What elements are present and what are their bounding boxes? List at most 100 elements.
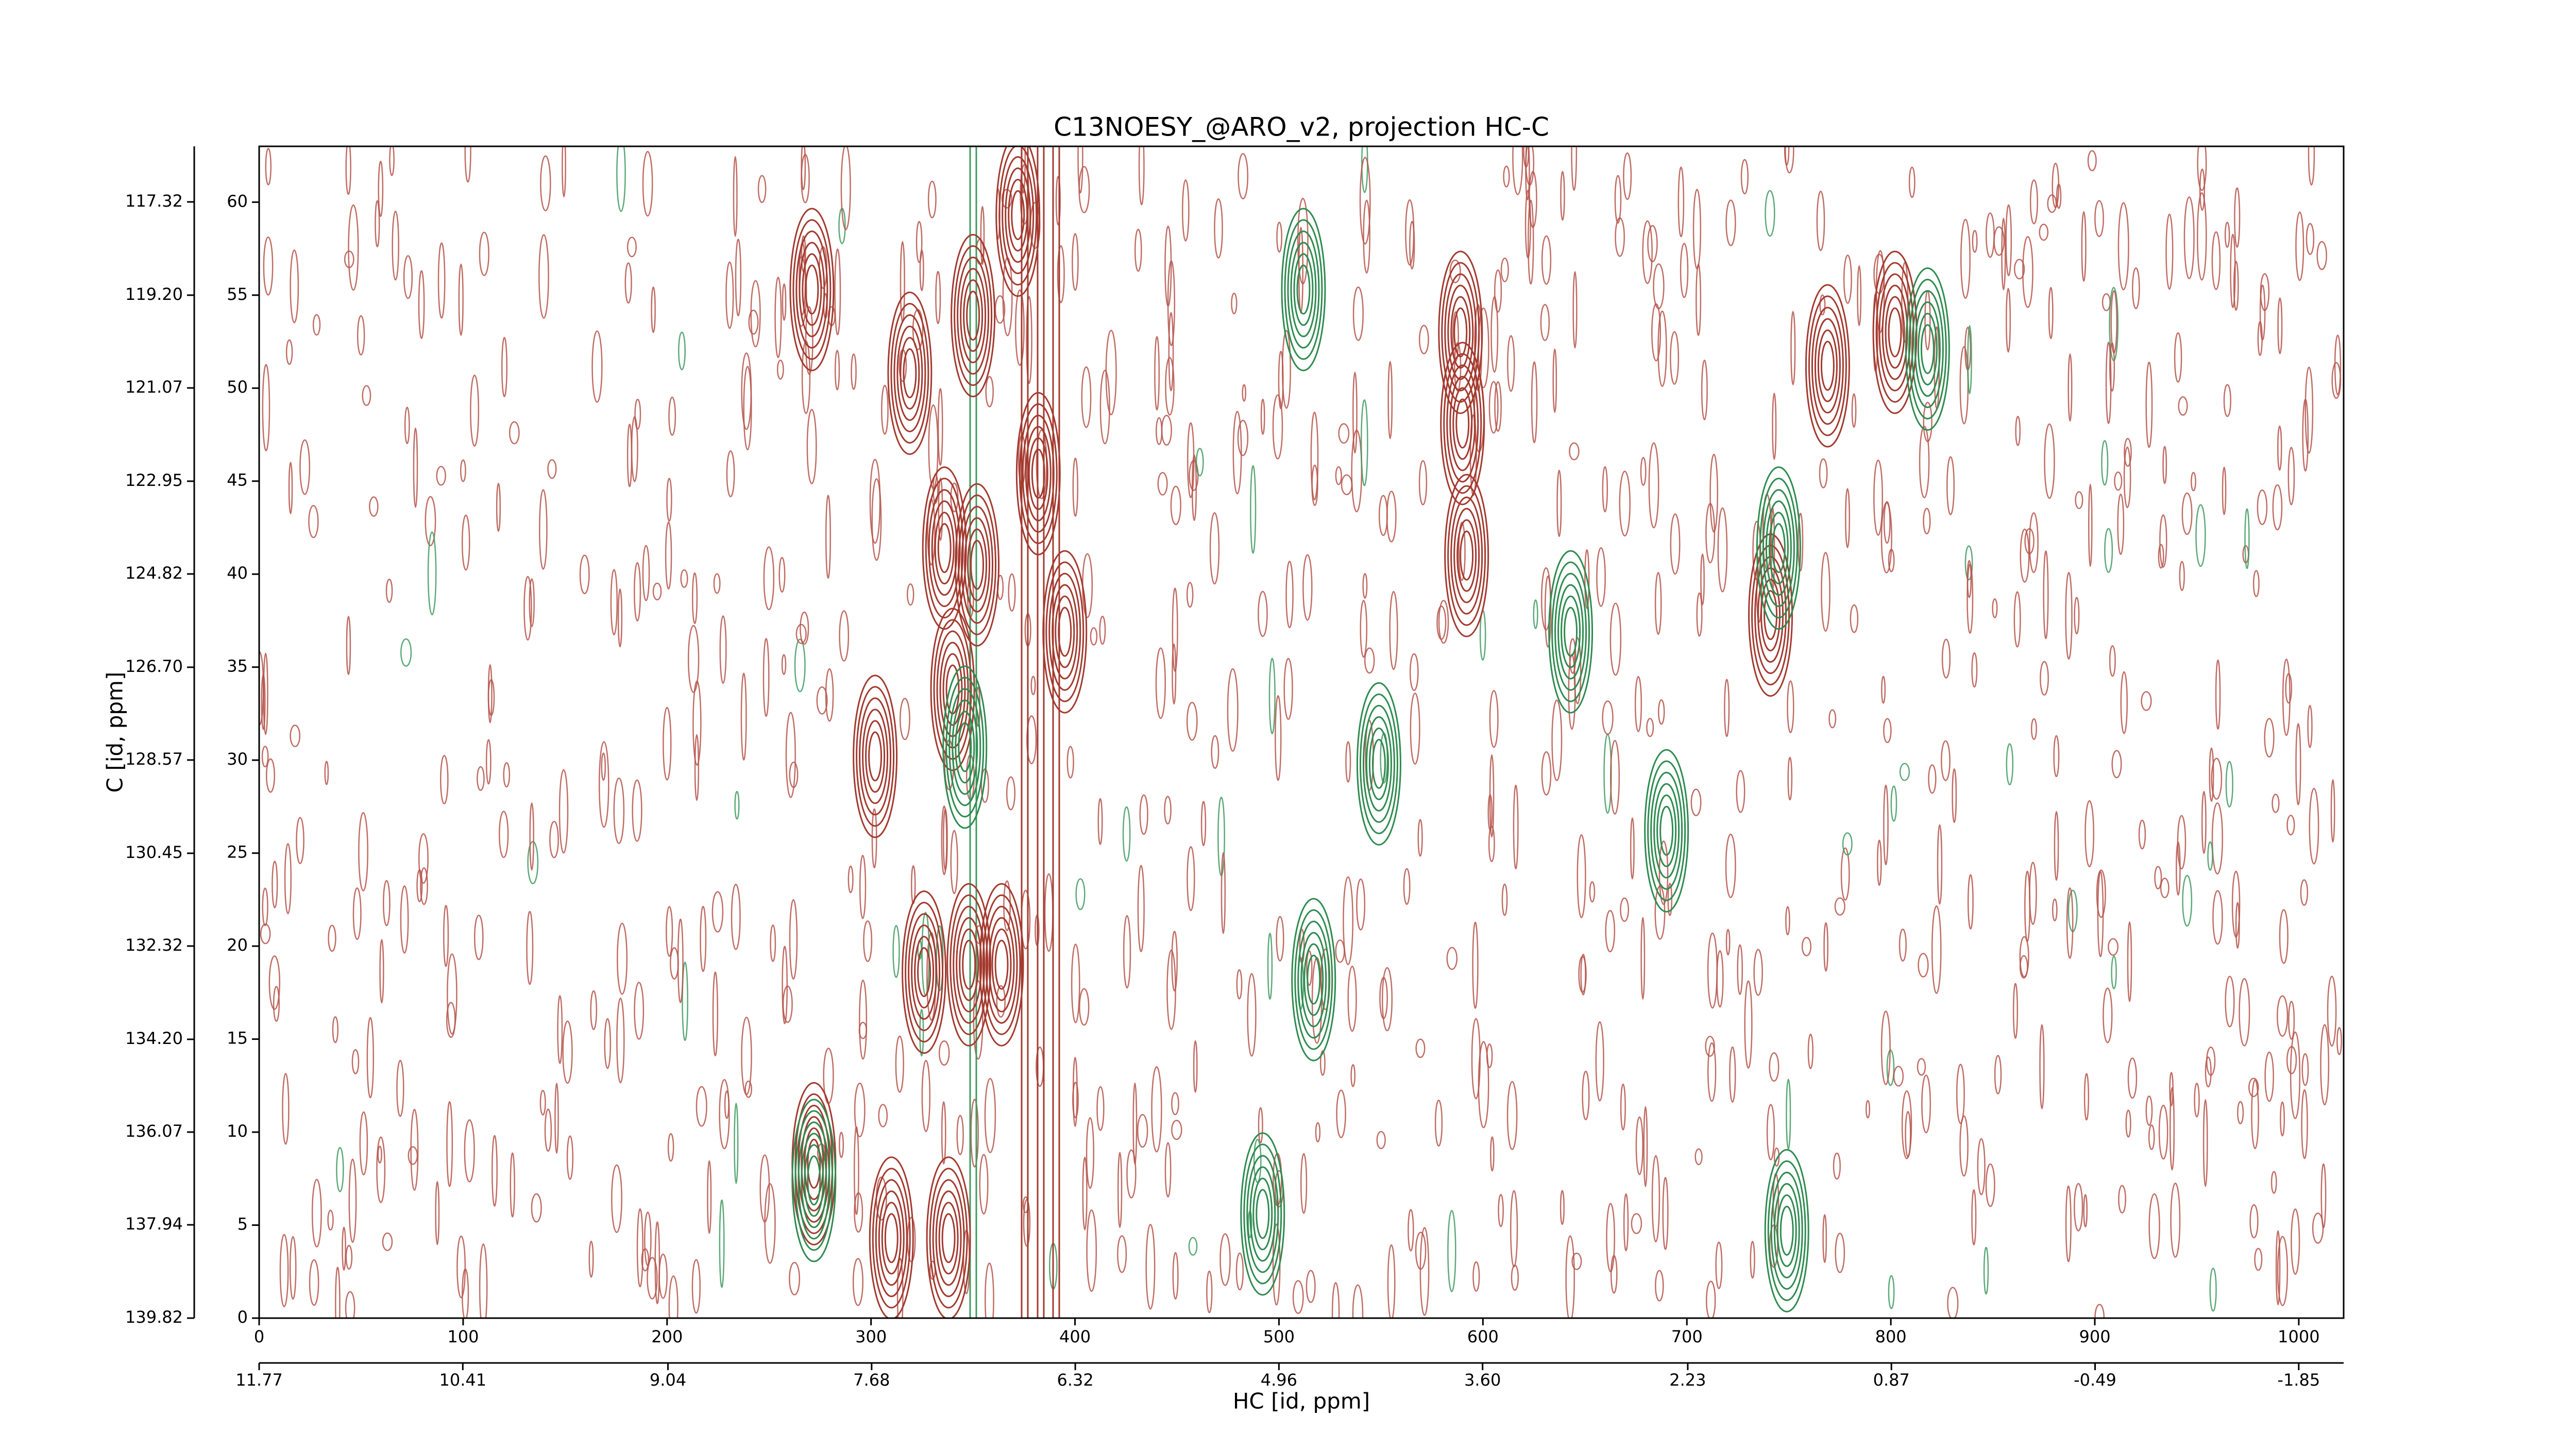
noise-contour xyxy=(1769,1052,1780,1082)
x2-tick-label: 7.68 xyxy=(853,1370,890,1390)
noise-contour xyxy=(2043,550,2049,639)
noise-contour xyxy=(1569,442,1580,461)
noise-contour xyxy=(816,686,828,715)
noise-contour xyxy=(458,263,464,336)
noise-contour xyxy=(2022,235,2033,308)
peak-contour xyxy=(1814,318,1841,414)
noise-contour xyxy=(1171,1120,1182,1140)
noise-contour xyxy=(529,578,535,628)
noise-contour xyxy=(616,146,626,212)
peak-contour xyxy=(1296,264,1311,315)
noise-contour xyxy=(2138,819,2146,850)
noise-contour xyxy=(1510,1190,1518,1268)
peak-contour xyxy=(798,1121,831,1240)
y2-tick-label: 137.94 xyxy=(125,1214,183,1234)
noise-contour xyxy=(547,459,557,479)
peak-contour xyxy=(1564,606,1578,657)
peak-contour xyxy=(1817,329,1838,402)
peak xyxy=(995,146,1041,297)
noise-contour xyxy=(2065,571,2073,660)
noise-contour xyxy=(927,180,937,218)
noise-contour xyxy=(2109,342,2115,392)
peak-contour xyxy=(878,1190,905,1286)
noise-contour xyxy=(418,833,429,884)
noise-contour xyxy=(437,242,446,319)
peak-contour xyxy=(1025,426,1052,521)
noise-contour xyxy=(2316,241,2327,271)
noise-contour xyxy=(2272,484,2283,531)
peak-contour xyxy=(967,528,988,601)
noise-contour xyxy=(1578,955,1587,993)
noise-contour xyxy=(1026,296,1032,384)
noise-contour xyxy=(2040,661,2049,696)
noise-contour xyxy=(1066,746,1074,779)
peak-contour xyxy=(1888,307,1902,358)
noise-contour xyxy=(1531,361,1538,444)
peak-contour xyxy=(953,905,986,1024)
noise-contour xyxy=(2211,757,2223,800)
noise-contour xyxy=(1952,768,1957,823)
x-axis-label: HC [id, ppm] xyxy=(1233,1389,1370,1414)
noise-contour xyxy=(1602,700,1614,735)
noise-contour xyxy=(473,914,484,961)
noise-contour xyxy=(1096,1086,1105,1131)
peak-contour xyxy=(1561,595,1581,668)
noise-contour xyxy=(980,768,989,803)
noise-contour xyxy=(1648,442,1659,529)
noise-contour xyxy=(1819,458,1828,488)
noise-contour xyxy=(1122,806,1131,862)
noise-contour xyxy=(2170,1183,2181,1258)
peak-contour xyxy=(948,688,981,806)
noise-contour xyxy=(1890,785,1897,822)
noise-contour xyxy=(782,283,787,321)
noise-contour xyxy=(1030,676,1036,696)
x-tick-label: 200 xyxy=(651,1327,683,1346)
noise-contour xyxy=(1503,165,1510,188)
noise-contour xyxy=(1786,1079,1791,1150)
noise-contour xyxy=(1670,331,1680,385)
noise-contour xyxy=(598,741,609,828)
noise-contour xyxy=(2239,978,2250,1047)
noise-contour xyxy=(366,1017,375,1099)
noise-contour xyxy=(871,478,882,561)
noise-contour xyxy=(1057,245,1065,304)
noise-contour xyxy=(906,583,914,606)
noise-contour xyxy=(1408,1209,1414,1252)
y-tick-label: 25 xyxy=(227,843,248,862)
noise-contour xyxy=(460,459,466,482)
noise-contour xyxy=(1403,868,1411,905)
noise-contour xyxy=(1211,735,1219,769)
peak-contour xyxy=(935,1190,962,1286)
chart-title: C13NOESY_@ARO_v2, projection HC-C xyxy=(1054,112,1549,142)
noise-contour xyxy=(1117,1152,1123,1228)
noise-contour xyxy=(726,450,735,497)
noise-contour xyxy=(1716,950,1724,1008)
noise-contour xyxy=(1186,582,1194,608)
peak-contour xyxy=(903,348,917,398)
noise-contour xyxy=(1744,980,1753,1069)
noise-contour xyxy=(1478,1041,1489,1128)
peak-contour xyxy=(1908,278,1947,419)
noise-contour xyxy=(1302,554,1313,621)
noise-contour xyxy=(806,409,817,484)
noise-contour xyxy=(1409,221,1415,270)
noise-contour xyxy=(2205,1056,2212,1088)
noise-contour xyxy=(2015,415,2021,446)
noise-contour xyxy=(479,231,489,276)
peak-contour xyxy=(1653,783,1680,879)
peak-contour xyxy=(862,709,889,804)
noise-contour xyxy=(2118,1185,2126,1214)
noise-contour xyxy=(1709,453,1718,533)
peak-contour xyxy=(1771,523,1786,574)
peak-contour xyxy=(941,1213,956,1263)
noise-contour xyxy=(588,1240,594,1278)
peak xyxy=(1281,208,1326,372)
noise-contour xyxy=(285,339,293,365)
noise-contour xyxy=(2162,446,2167,484)
noise-contour xyxy=(1454,342,1462,392)
noise-contour xyxy=(1117,1235,1127,1273)
peak-contour xyxy=(1300,932,1327,1027)
noise-contour xyxy=(327,1209,334,1231)
noise-contour xyxy=(1707,932,1718,1009)
noise-contour xyxy=(2277,425,2282,471)
